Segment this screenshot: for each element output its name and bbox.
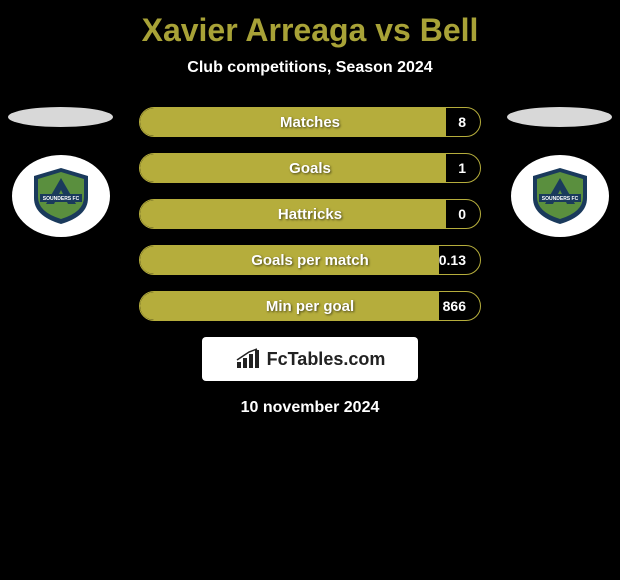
player-right-club-badge: SOUNDERS FC — [511, 155, 609, 237]
stat-value: 0 — [458, 200, 466, 228]
stat-bar-goals: Goals 1 — [139, 153, 481, 183]
stat-value: 1 — [458, 154, 466, 182]
player-left-silhouette — [8, 107, 113, 127]
content-area: SOUNDERS FC SOUNDERS FC Matches 8 Goals … — [0, 107, 620, 417]
stat-value: 0.13 — [439, 246, 466, 274]
stat-label: Goals per match — [140, 246, 480, 274]
player-right-column: SOUNDERS FC — [507, 107, 612, 237]
season-subtitle: Club competitions, Season 2024 — [0, 59, 620, 77]
sounders-badge-icon: SOUNDERS FC — [26, 166, 96, 226]
svg-text:SOUNDERS FC: SOUNDERS FC — [541, 196, 578, 202]
date-text: 10 november 2024 — [0, 399, 620, 417]
stat-value: 8 — [458, 108, 466, 136]
player-left-club-badge: SOUNDERS FC — [12, 155, 110, 237]
svg-text:SOUNDERS FC: SOUNDERS FC — [42, 196, 79, 202]
stat-bar-hattricks: Hattricks 0 — [139, 199, 481, 229]
player-left-column: SOUNDERS FC — [8, 107, 113, 237]
bar-chart-icon — [235, 348, 261, 370]
stat-bars-container: Matches 8 Goals 1 Hattricks 0 Goals per … — [139, 107, 481, 321]
comparison-title: Xavier Arreaga vs Bell — [0, 0, 620, 49]
sounders-badge-icon: SOUNDERS FC — [525, 166, 595, 226]
stat-bar-min-per-goal: Min per goal 866 — [139, 291, 481, 321]
brand-box: FcTables.com — [202, 337, 418, 381]
stat-label: Goals — [140, 154, 480, 182]
stat-value: 866 — [443, 292, 466, 320]
stat-label: Hattricks — [140, 200, 480, 228]
stat-label: Matches — [140, 108, 480, 136]
stat-bar-matches: Matches 8 — [139, 107, 481, 137]
brand-text: FcTables.com — [267, 349, 386, 370]
player-right-silhouette — [507, 107, 612, 127]
stat-bar-goals-per-match: Goals per match 0.13 — [139, 245, 481, 275]
stat-label: Min per goal — [140, 292, 480, 320]
